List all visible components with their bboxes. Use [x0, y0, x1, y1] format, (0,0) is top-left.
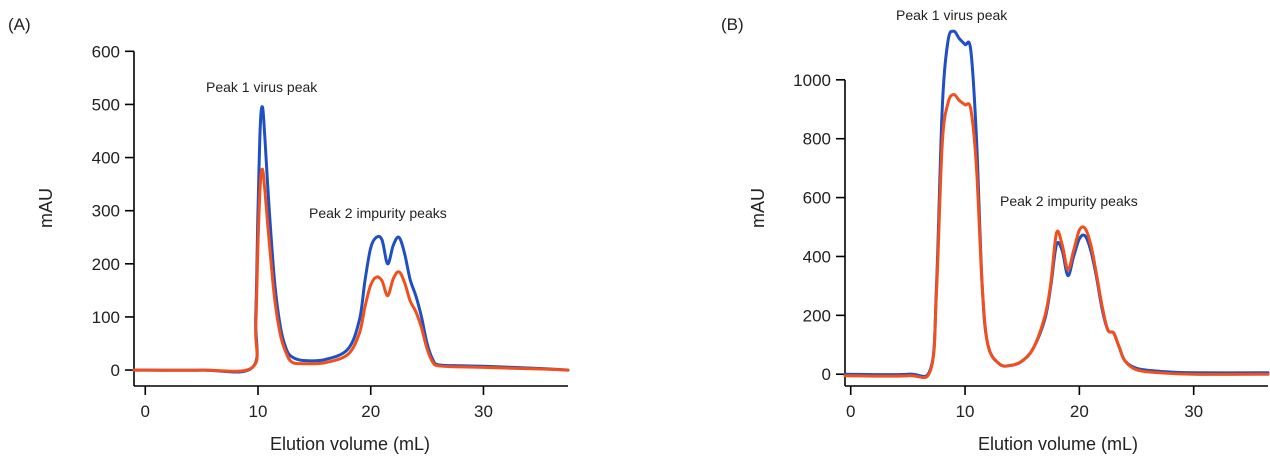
- x-tick-label: 10: [249, 402, 268, 421]
- y-tick-label: 300: [92, 202, 120, 221]
- annotation-peak-2: Peak 2 impurity peaks: [1000, 193, 1138, 209]
- x-tick-label: 20: [1070, 402, 1089, 421]
- y-tick-label: 100: [92, 308, 120, 327]
- panel-label: (B): [721, 15, 744, 34]
- x-tick-label: 20: [361, 402, 380, 421]
- x-axis-title: Elution volume (mL): [270, 434, 430, 454]
- y-tick-label: 0: [111, 361, 120, 380]
- x-tick-label: 30: [1184, 402, 1203, 421]
- y-axis-title: mAU: [36, 188, 56, 228]
- y-tick-label: 0: [822, 365, 831, 384]
- series-line-2: [132, 167, 570, 373]
- y-tick-label: 200: [92, 255, 120, 274]
- y-tick-label: 500: [92, 95, 120, 114]
- panel-label: (A): [8, 15, 31, 34]
- y-tick-label: 600: [803, 189, 831, 208]
- x-tick-label: 10: [956, 402, 975, 421]
- x-tick-label: 30: [474, 402, 493, 421]
- panel-a: (A) Peak 1 virus peak Peak 2 impurity pe…: [8, 15, 570, 454]
- y-axis-title: mAU: [748, 188, 768, 228]
- y-tick-label: 400: [803, 247, 831, 266]
- y-tick-label: 200: [803, 306, 831, 325]
- x-tick-label: 0: [846, 402, 855, 421]
- series-line-1: [132, 105, 570, 374]
- x-tick-label: 0: [141, 402, 150, 421]
- axes: 0 100 200 300 400 500 600 0 10 20 30: [92, 42, 568, 421]
- y-tick-label: 600: [92, 42, 120, 61]
- panel-b: (B) Peak 1 virus peak Peak 2 impurity pe…: [721, 7, 1270, 454]
- annotation-peak-2: Peak 2 impurity peaks: [309, 205, 447, 221]
- series-group: [132, 105, 570, 374]
- series-line-2: [843, 93, 1270, 380]
- series-group: [843, 29, 1270, 380]
- y-tick-label: 400: [92, 149, 120, 168]
- y-tick-label: 1000: [793, 71, 831, 90]
- annotation-peak-1: Peak 1 virus peak: [206, 79, 318, 95]
- y-tick-label: 800: [803, 130, 831, 149]
- axes: 0 200 400 600 800 1000 0 10 20 30: [793, 71, 1268, 421]
- x-axis-title: Elution volume (mL): [978, 434, 1138, 454]
- annotation-peak-1: Peak 1 virus peak: [896, 7, 1008, 23]
